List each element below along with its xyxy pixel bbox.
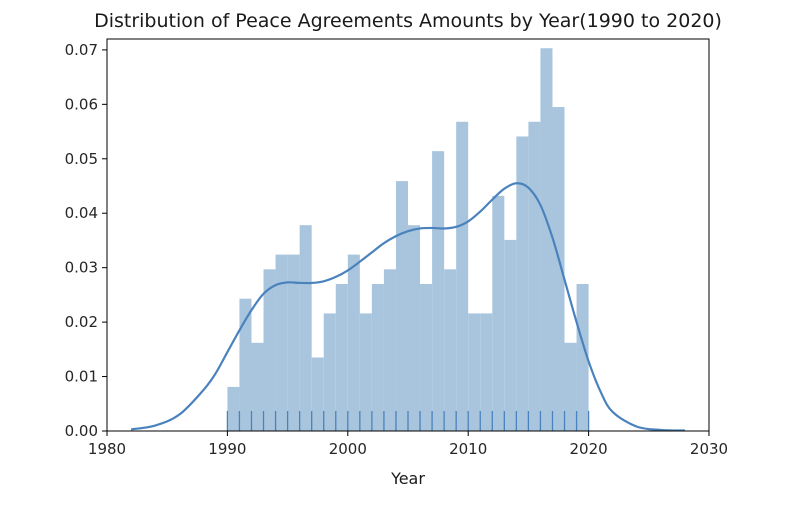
histogram-bar xyxy=(347,254,360,431)
rug-marks xyxy=(226,411,590,431)
histogram-bar xyxy=(432,151,445,431)
histogram-bar xyxy=(564,342,577,431)
y-tick-label: 0.00 xyxy=(65,422,98,440)
y-tick-label: 0.07 xyxy=(65,41,98,59)
histogram-bar xyxy=(251,342,264,431)
plot-frame xyxy=(106,38,710,432)
y-tick-label: 0.02 xyxy=(65,313,98,331)
x-tick-label: 2000 xyxy=(329,440,367,458)
histogram-bar xyxy=(420,284,433,431)
histogram-bar xyxy=(263,269,276,431)
histogram-bar xyxy=(299,225,312,431)
histogram-bar xyxy=(492,195,505,431)
histogram-bar xyxy=(323,313,336,431)
x-tick-label: 1980 xyxy=(88,440,126,458)
histogram-bar xyxy=(480,313,493,431)
histogram-bar xyxy=(444,269,457,431)
chart-title: Distribution of Peace Agreements Amounts… xyxy=(94,10,722,32)
histogram-bar xyxy=(516,136,529,431)
y-tick-label: 0.06 xyxy=(65,95,98,113)
x-tick-label: 1990 xyxy=(208,440,246,458)
y-tick-label: 0.01 xyxy=(65,368,98,386)
x-axis-label: Year xyxy=(390,469,425,488)
histogram-bar xyxy=(540,48,553,431)
histogram-bar xyxy=(552,107,565,432)
histogram-bar xyxy=(395,181,408,431)
histogram-bar xyxy=(528,121,541,431)
histogram-bar xyxy=(335,284,348,431)
histogram-bar xyxy=(359,313,372,431)
x-tick-label: 2010 xyxy=(449,440,487,458)
x-tick-label: 2030 xyxy=(690,440,728,458)
histogram-bar xyxy=(576,284,589,431)
x-axis: 1980 1990 2000 2010 2020 2030 xyxy=(88,431,728,458)
histogram-bar xyxy=(275,254,288,431)
histogram-bar xyxy=(383,269,396,431)
x-tick-label: 2020 xyxy=(570,440,608,458)
histogram-bar xyxy=(408,225,421,431)
histogram-bar xyxy=(504,239,517,431)
kde-curve xyxy=(130,182,685,432)
histogram-bar xyxy=(239,298,252,431)
histogram-bar xyxy=(227,386,240,431)
histogram-bar xyxy=(287,254,300,431)
histogram-bar xyxy=(456,121,469,431)
histogram-bar xyxy=(371,284,384,431)
histogram-bar xyxy=(311,357,324,431)
histogram-bar xyxy=(468,313,481,431)
y-tick-label: 0.03 xyxy=(65,259,98,277)
histogram-bars xyxy=(227,48,589,432)
y-tick-label: 0.04 xyxy=(65,204,98,222)
y-tick-label: 0.05 xyxy=(65,150,98,168)
y-axis: 0.00 0.01 0.02 0.03 0.04 0.05 0.06 0.07 xyxy=(65,41,107,440)
